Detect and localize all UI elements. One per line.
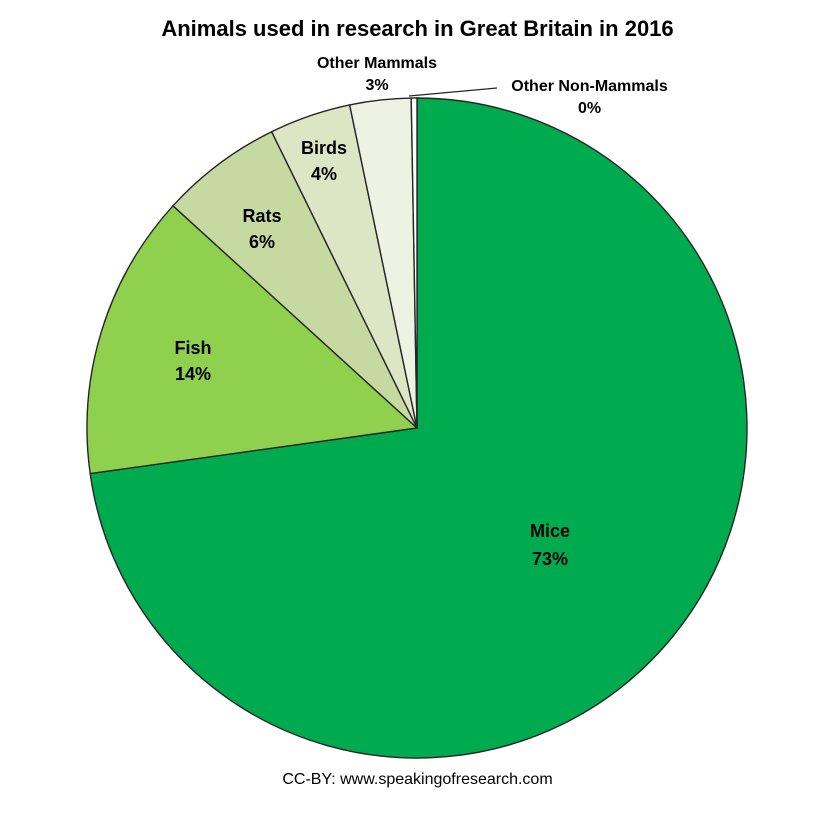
slice-label-name: Other Mammals (316, 55, 438, 72)
leader-line-other-non-mammals (408, 87, 498, 97)
slice-label-rats: Rats 6% (202, 203, 322, 255)
slice-label-other-mammals: Other Mammals 3% (282, 53, 472, 97)
slice-label-value: 73% (531, 549, 569, 569)
slice-label-birds: Birds 4% (264, 135, 384, 187)
slice-label-value: 4% (310, 164, 337, 184)
slice-label-value: 3% (365, 77, 389, 94)
slice-label-name: Rats (242, 206, 282, 226)
slice-label-other-non-mammals: Other Non-Mammals 0% (487, 76, 692, 120)
slice-label-name: Birds (300, 138, 347, 158)
slice-label-mice: Mice 73% (480, 517, 620, 573)
slice-label-name: Fish (174, 338, 212, 358)
slice-label-fish: Fish 14% (133, 335, 253, 387)
slice-label-value: 6% (248, 232, 275, 252)
slice-label-name: Mice (529, 521, 571, 541)
slice-label-name: Other Non-Mammals (511, 78, 668, 95)
pie-slice-rats (172, 130, 418, 429)
pie-slice-mice (89, 97, 748, 759)
pie-slice-fish (86, 204, 419, 475)
slice-label-value: 0% (577, 100, 602, 117)
slice-label-value: 14% (174, 364, 212, 384)
source-credit: CC-BY: www.speakingofresearch.com (282, 771, 553, 788)
chart-title: Animals used in research in Great Britai… (161, 16, 674, 41)
pie-slice-other-non-mammals (410, 97, 418, 429)
